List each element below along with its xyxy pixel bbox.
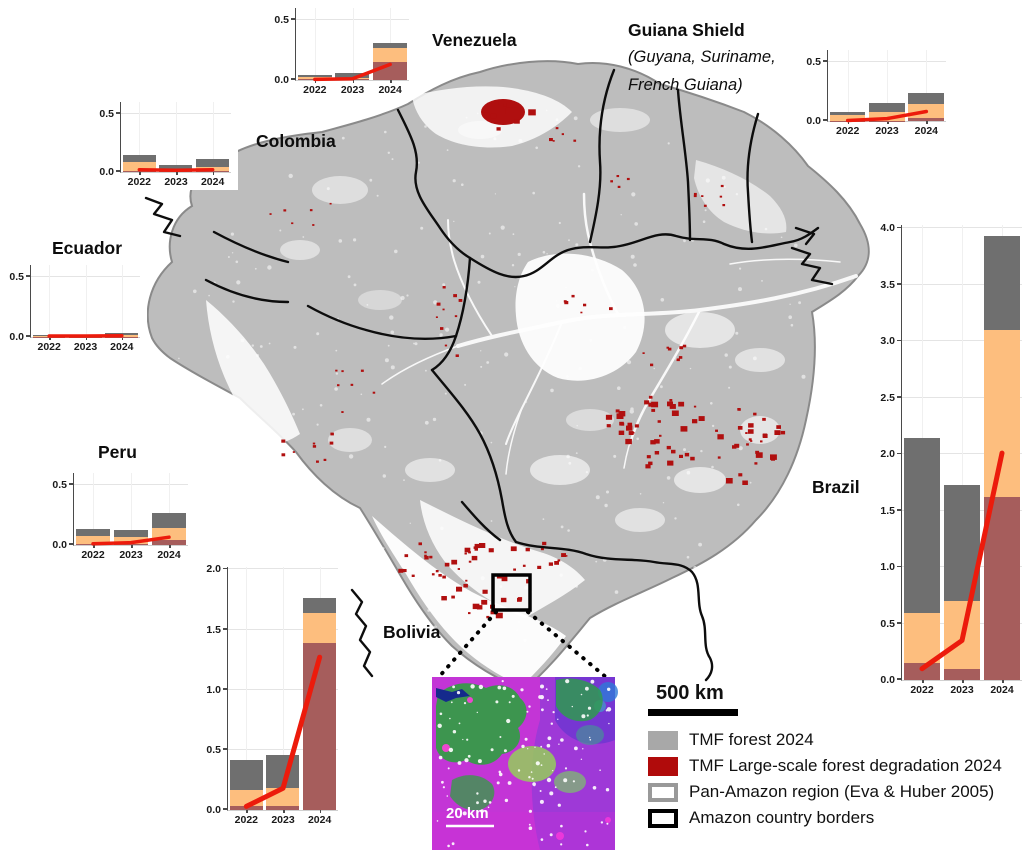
forest-texture-speckles <box>178 109 827 642</box>
inset-scale-bar: 20 km <box>446 805 494 828</box>
map-label-colombia: Colombia <box>256 131 336 151</box>
scale-bar-label: 500 km <box>656 682 724 704</box>
map-label-peru: Peru <box>98 442 137 462</box>
legend-label: TMF forest 2024 <box>689 730 814 749</box>
chart-ecuador: 0.0 0.5 2022 2023 2024 <box>0 257 147 355</box>
chart-plot: 0.0 0.5 2022 2023 2024 <box>9 265 140 353</box>
legend-swatch-red-fill <box>648 756 678 776</box>
non-forest-patches <box>206 86 787 686</box>
chart-peru: 0.0 0.5 2022 2023 2024 <box>43 465 195 563</box>
legend-swatch-gray-fill <box>648 730 678 750</box>
map-label-guiana-shield: Guiana Shield <box>628 20 745 40</box>
chart-plot: 0.0 0.5 1.0 1.5 2.0 2022 2023 2024 <box>206 563 338 826</box>
legend-item-country-borders: Amazon country borders <box>648 808 1002 828</box>
map-label-guiana-sub1: (Guyana, Suriname, <box>628 48 776 66</box>
chart-plot: 0.0 0.5 2022 2023 2024 <box>806 50 946 137</box>
legend-swatch-black-outline <box>648 808 678 828</box>
chart-bolivia: 0.0 0.5 1.0 1.5 2.0 2022 2023 2024 <box>197 559 345 828</box>
scale-bar-rule <box>648 709 738 716</box>
chart-plot: 0.0 0.5 2022 2023 2024 <box>99 102 231 188</box>
legend-label: Pan-Amazon region (Eva & Huber 2005) <box>689 782 995 801</box>
chart-plot: 0.0 0.5 2022 2023 2024 <box>274 8 409 96</box>
inset-locator-box <box>491 573 532 612</box>
map-label-venezuela: Venezuela <box>432 30 517 50</box>
chart-colombia: 0.0 0.5 2022 2023 2024 <box>90 94 238 190</box>
legend-label: Amazon country borders <box>689 808 875 827</box>
satellite-inset: 20 km <box>432 677 618 850</box>
map-label-guiana-sub2: French Guiana) <box>628 76 743 94</box>
legend-label: TMF Large-scale forest degradation 2024 <box>689 756 1002 775</box>
map-label-ecuador: Ecuador <box>52 238 123 258</box>
map-label-brazil: Brazil <box>812 477 860 497</box>
chart-venezuela: 0.0 0.5 2022 2023 2024 <box>265 0 416 98</box>
chart-plot: 0.0 0.5 1.0 1.5 2.0 2.5 3.0 3.5 4.0 2022 2023 2024 <box>880 222 1022 696</box>
inset-cloud-speckles <box>436 679 612 848</box>
map-scale-bar: 500 km <box>648 682 1002 716</box>
degradation-patches <box>269 99 786 619</box>
legend-item-degradation: TMF Large-scale forest degradation 2024 <box>648 756 1002 776</box>
chart-plot: 0.0 0.5 2022 2023 2024 <box>52 473 188 561</box>
legend-item-tmf-forest: TMF forest 2024 <box>648 730 1002 750</box>
legend-swatch-gray-outline <box>648 782 678 802</box>
inset-leader-lines <box>436 610 609 680</box>
inset-scale-label: 20 km <box>446 805 489 822</box>
chart-guiana-shield: 0.0 0.5 2022 2023 2024 <box>797 42 953 139</box>
map-label-bolivia: Bolivia <box>383 622 441 642</box>
country-borders <box>144 68 834 682</box>
map-legend: 500 km TMF forest 2024 TMF Large-scale f… <box>648 682 1002 828</box>
legend-item-pan-amazon: Pan-Amazon region (Eva & Huber 2005) <box>648 782 1002 802</box>
chart-brazil: 0.0 0.5 1.0 1.5 2.0 2.5 3.0 3.5 4.0 2022 2023 2024 <box>871 217 1024 698</box>
